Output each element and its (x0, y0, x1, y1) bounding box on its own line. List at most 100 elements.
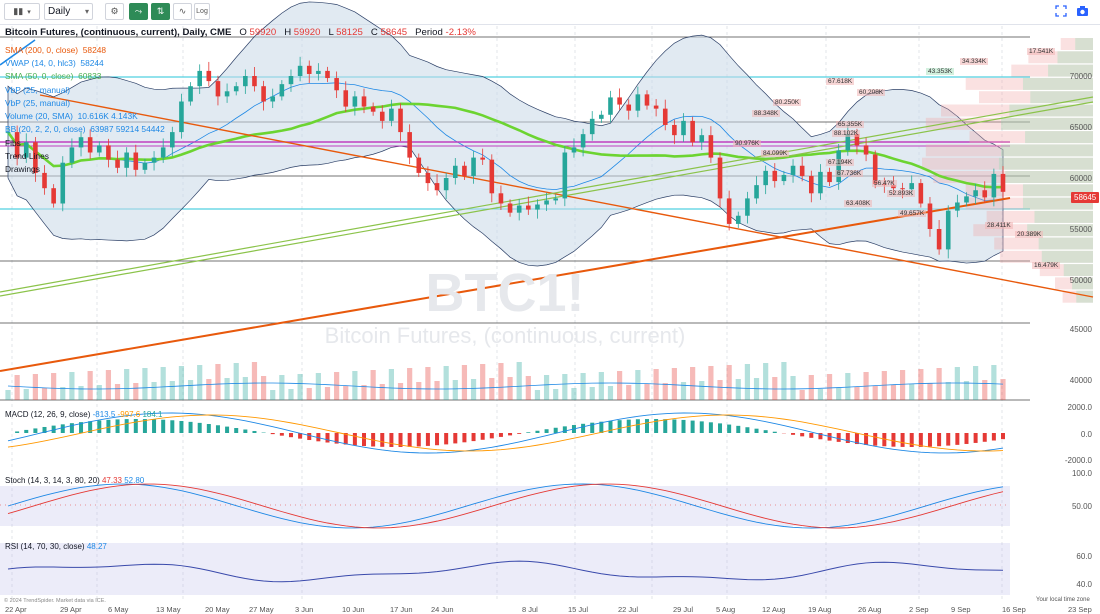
volume-bar (352, 371, 357, 400)
macd-histogram-bar (791, 433, 795, 435)
candle-body (718, 158, 723, 199)
volume-bar (818, 389, 823, 400)
volume-bar (298, 374, 303, 400)
volume-profile-tag: 52.893K (887, 190, 915, 197)
candle-body (371, 107, 376, 112)
candle-body (709, 135, 714, 157)
legend-fibs[interactable]: Fibs (5, 138, 21, 148)
volume-bar (97, 385, 102, 400)
candle-body (654, 106, 659, 109)
candle-body (608, 97, 613, 114)
candle-body (599, 115, 604, 119)
rsi-band (0, 543, 1010, 595)
volume-bar (261, 376, 266, 400)
macd-histogram-bar (809, 433, 813, 438)
volume-bar (480, 364, 485, 400)
volume-bar (562, 374, 567, 400)
volume-bar (800, 390, 805, 400)
candle-body (937, 229, 942, 249)
macd-histogram-bar (709, 422, 713, 433)
last-price-tag: 58645 (1071, 192, 1099, 203)
volume-bar (42, 388, 47, 400)
legend-vbp2[interactable]: VbP (25, manual) (5, 98, 70, 108)
macd-histogram-bar (618, 420, 622, 433)
macd-histogram-bar (134, 419, 138, 433)
macd-histogram-bar (955, 433, 959, 445)
candle-body (380, 112, 385, 121)
volume-bar (955, 367, 960, 400)
legend-vwap[interactable]: VWAP (14, 0, hlc3) 58244 (5, 58, 104, 68)
stoch-axis-label: 100.0 (1072, 469, 1092, 478)
volume-bar (161, 367, 166, 400)
volume-profile-tag: 56.4?K (872, 180, 897, 187)
macd-histogram-bar (891, 433, 895, 447)
candle-body (88, 137, 93, 152)
macd-histogram-bar (271, 433, 275, 434)
watermark-symbol: BTC1! (0, 262, 1010, 324)
volume-bar (453, 380, 458, 400)
volume-average-line (8, 383, 1003, 389)
candle-body (864, 145, 869, 154)
legend-drawings[interactable]: Drawings (5, 164, 40, 174)
legend-vbp1[interactable]: VbP (25, manual) (5, 85, 70, 95)
legend-volume[interactable]: Volume (20, SMA) 10.616K 4.143K (5, 111, 138, 121)
macd-histogram-bar (608, 421, 612, 433)
local-time-label[interactable]: Your local time zone (1036, 597, 1090, 603)
macd-histogram-bar (490, 433, 494, 438)
volume-bar (900, 370, 905, 400)
candle-body (179, 102, 184, 133)
volume-bar (325, 387, 330, 400)
macd-axis-label: -2000.0 (1065, 456, 1092, 465)
macd-histogram-bar (736, 426, 740, 433)
candle-body (389, 109, 394, 121)
candle-body (298, 66, 303, 76)
stoch-title[interactable]: Stoch (14, 3, 14, 3, 80, 20) 47.33 52.80 (5, 476, 144, 485)
volume-bar (407, 368, 412, 400)
macd-histogram-bar (928, 433, 932, 447)
candle-body (782, 175, 787, 181)
candle-body (261, 86, 266, 101)
legend-bb[interactable]: BB (20, 2, 2, 0, close) 63987 59214 5444… (5, 124, 165, 134)
volume-profile-bar (1057, 51, 1093, 63)
legend-sma50[interactable]: SMA (50, 0, close) 60833 (5, 71, 101, 81)
rsi-title[interactable]: RSI (14, 70, 30, close) 48.27 (5, 542, 107, 551)
candle-body (663, 109, 668, 125)
volume-bar (663, 383, 668, 400)
legend-sma200[interactable]: SMA (200, 0, close) 58248 (5, 45, 106, 55)
macd-histogram-bar (170, 420, 174, 433)
volume-bar (590, 387, 595, 400)
candle-body (225, 91, 230, 96)
volume-bar (571, 388, 576, 400)
macd-histogram-bar (389, 433, 393, 447)
rsi-axis-label: 40.0 (1076, 580, 1092, 589)
macd-histogram-bar (919, 433, 923, 447)
candle-body (544, 200, 549, 204)
volume-bar (206, 379, 211, 400)
volume-bar (179, 366, 184, 400)
candle-body (280, 84, 285, 96)
macd-histogram-bar (289, 433, 293, 437)
volume-bar (24, 389, 29, 400)
macd-histogram-bar (353, 433, 357, 445)
candle-body (690, 121, 695, 142)
volume-bar (553, 389, 558, 400)
candle-body (97, 145, 102, 152)
volume-profile-tag: 67.194K (826, 159, 854, 166)
volume-bar (727, 365, 732, 400)
macd-histogram-bar (426, 433, 430, 446)
macd-histogram-bar (837, 433, 841, 442)
candle-body (745, 198, 750, 215)
macd-histogram-bar (499, 433, 503, 437)
macd-histogram-bar (24, 430, 28, 433)
macd-histogram-bar (946, 433, 950, 446)
legend-trend-lines[interactable]: Trend Lines (5, 151, 49, 161)
macd-histogram-bar (417, 433, 421, 446)
volume-bar (279, 375, 284, 400)
macd-histogram-bar (1001, 433, 1005, 439)
macd-title[interactable]: MACD (12, 26, 9, close) -813.5 -997.6 18… (5, 410, 162, 419)
volume-bar (489, 378, 494, 400)
volume-bar (772, 377, 777, 400)
volume-profile-tag: 67.736K (835, 170, 863, 177)
candle-body (398, 109, 403, 132)
volume-profile-bar (1039, 238, 1093, 250)
